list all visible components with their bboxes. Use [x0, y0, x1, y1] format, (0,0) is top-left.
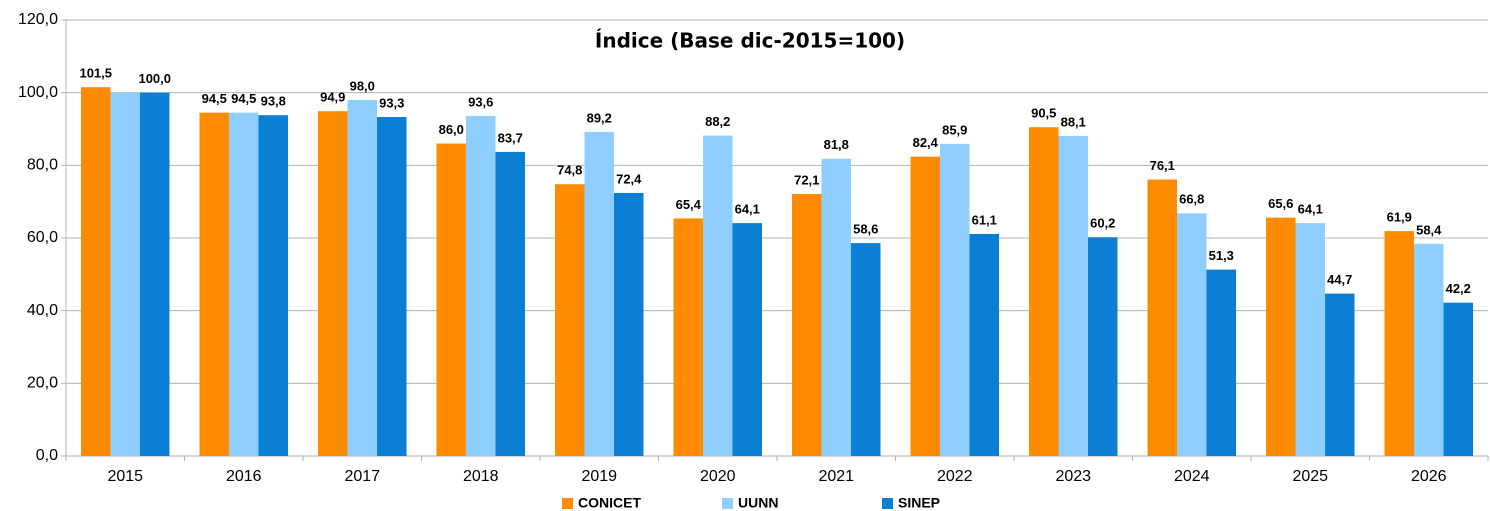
x-tick-label: 2016 [226, 468, 262, 485]
legend-swatch [562, 498, 573, 509]
value-label: 58,6 [853, 222, 878, 237]
value-label: 44,7 [1327, 272, 1352, 287]
bar [910, 156, 940, 456]
value-label: 83,7 [498, 130, 523, 145]
value-label: 90,5 [1031, 106, 1056, 121]
bar [1088, 237, 1118, 456]
value-label: 94,5 [231, 91, 256, 106]
value-label: 64,1 [735, 202, 760, 217]
legend-label: SINEP [898, 495, 940, 511]
x-tick-label: 2018 [463, 468, 499, 485]
bar [229, 112, 259, 457]
bar [732, 223, 762, 456]
bar [1029, 127, 1059, 456]
y-tick-label: 40,0 [27, 302, 58, 319]
x-tick-label: 2023 [1055, 468, 1091, 485]
value-label: 81,8 [824, 137, 849, 152]
bar [851, 243, 881, 456]
bar [821, 158, 851, 456]
bar [495, 151, 525, 456]
x-tick-label: 2025 [1292, 468, 1328, 485]
value-label: 93,8 [261, 94, 286, 109]
y-tick-label: 0,0 [36, 447, 58, 464]
x-tick-label: 2015 [107, 468, 143, 485]
value-label: 64,1 [1298, 202, 1323, 217]
bar [436, 143, 466, 457]
value-label: 42,2 [1446, 281, 1471, 296]
bar [258, 115, 288, 457]
bar [969, 234, 999, 456]
value-label: 58,4 [1416, 222, 1442, 237]
legend-label: UUNN [738, 495, 778, 511]
legend-label: CONICET [578, 495, 641, 511]
bar [703, 135, 733, 457]
value-label: 51,3 [1209, 248, 1234, 263]
value-label: 100,0 [138, 71, 171, 86]
bar [673, 218, 703, 456]
y-tick-label: 60,0 [27, 229, 58, 246]
chart-title: Índice (Base dic-2015=100) [595, 29, 905, 53]
bar [792, 194, 822, 456]
bar [1443, 302, 1473, 456]
value-label: 72,4 [616, 171, 642, 186]
value-label: 98,0 [350, 78, 375, 93]
value-label: 94,5 [202, 91, 227, 106]
legend-swatch [882, 498, 893, 509]
value-label: 65,6 [1268, 196, 1293, 211]
bar [466, 115, 496, 457]
value-label: 74,8 [557, 163, 582, 178]
bar [614, 192, 644, 457]
value-label: 86,0 [439, 122, 464, 137]
value-label: 101,5 [79, 66, 112, 81]
value-label: 66,8 [1179, 192, 1204, 207]
bar [584, 131, 614, 456]
value-label: 65,4 [676, 197, 702, 212]
bar [81, 87, 111, 456]
bar [1384, 231, 1414, 456]
bar [555, 184, 585, 456]
bar [318, 111, 348, 457]
value-label: 76,1 [1150, 158, 1175, 173]
y-tick-label: 20,0 [27, 375, 58, 392]
y-tick-label: 120,0 [18, 11, 58, 28]
bar [940, 143, 970, 456]
x-tick-label: 2026 [1411, 468, 1447, 485]
bar [140, 92, 170, 457]
x-tick-label: 2021 [818, 468, 854, 485]
x-tick-label: 2017 [344, 468, 380, 485]
bar [1177, 213, 1207, 456]
bar [377, 117, 407, 456]
bar [110, 92, 140, 457]
bar [1147, 179, 1177, 456]
bar [1058, 135, 1088, 457]
x-tick-label: 2024 [1174, 468, 1210, 485]
x-tick-label: 2019 [581, 468, 617, 485]
bar [1266, 217, 1296, 456]
value-label: 94,9 [320, 90, 345, 105]
value-label: 89,2 [587, 110, 612, 125]
value-label: 61,1 [972, 212, 997, 227]
x-tick-label: 2020 [700, 468, 736, 485]
value-label: 88,2 [705, 114, 730, 129]
bar [1325, 293, 1355, 456]
bar [347, 99, 377, 456]
value-label: 82,4 [913, 135, 939, 150]
y-tick-label: 100,0 [18, 84, 58, 101]
bar [199, 112, 229, 457]
value-label: 60,2 [1090, 216, 1115, 231]
bar [1206, 269, 1236, 456]
legend-swatch [722, 498, 733, 509]
x-tick-label: 2022 [937, 468, 973, 485]
y-tick-label: 80,0 [27, 157, 58, 174]
bar [1295, 223, 1325, 456]
value-label: 93,6 [468, 94, 493, 109]
value-label: 88,1 [1061, 114, 1086, 129]
value-label: 61,9 [1387, 210, 1412, 225]
bar [1414, 243, 1444, 456]
value-label: 72,1 [794, 172, 819, 187]
value-label: 93,3 [379, 95, 404, 110]
value-label: 85,9 [942, 122, 967, 137]
